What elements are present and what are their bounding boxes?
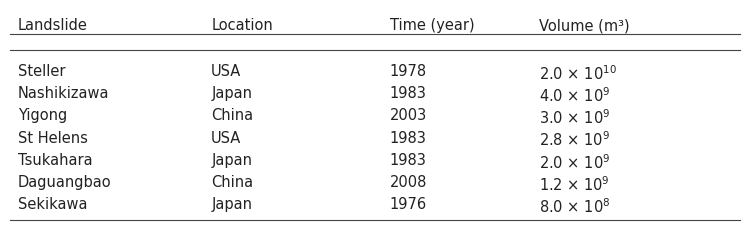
Text: 1983: 1983 <box>390 152 427 167</box>
Text: Landslide: Landslide <box>18 18 88 33</box>
Text: Japan: Japan <box>211 152 252 167</box>
Text: 1.2 × 10$^{9}$: 1.2 × 10$^{9}$ <box>538 174 609 193</box>
Text: 8.0 × 10$^{8}$: 8.0 × 10$^{8}$ <box>538 197 610 215</box>
Text: 1983: 1983 <box>390 86 427 101</box>
Text: Japan: Japan <box>211 86 252 101</box>
Text: 2003: 2003 <box>390 108 427 123</box>
Text: 3.0 × 10$^{9}$: 3.0 × 10$^{9}$ <box>538 108 610 127</box>
Text: 1976: 1976 <box>390 197 427 212</box>
Text: Daguangbao: Daguangbao <box>18 174 111 189</box>
Text: USA: USA <box>211 64 242 79</box>
Text: 2.0 × 10$^{10}$: 2.0 × 10$^{10}$ <box>538 64 616 82</box>
Text: Japan: Japan <box>211 197 252 212</box>
Text: Tsukahara: Tsukahara <box>18 152 92 167</box>
Text: USA: USA <box>211 130 242 145</box>
Text: 1978: 1978 <box>390 64 427 79</box>
Text: 2.0 × 10$^{9}$: 2.0 × 10$^{9}$ <box>538 152 610 171</box>
Text: Volume (m³): Volume (m³) <box>538 18 629 33</box>
Text: 1983: 1983 <box>390 130 427 145</box>
Text: St Helens: St Helens <box>18 130 88 145</box>
Text: Steller: Steller <box>18 64 65 79</box>
Text: 2.8 × 10$^{9}$: 2.8 × 10$^{9}$ <box>538 130 610 149</box>
Text: 4.0 × 10$^{9}$: 4.0 × 10$^{9}$ <box>538 86 610 104</box>
Text: Location: Location <box>211 18 273 33</box>
Text: China: China <box>211 174 254 189</box>
Text: Nashikizawa: Nashikizawa <box>18 86 110 101</box>
Text: 2008: 2008 <box>390 174 427 189</box>
Text: Time (year): Time (year) <box>390 18 475 33</box>
Text: China: China <box>211 108 254 123</box>
Text: Sekikawa: Sekikawa <box>18 197 87 212</box>
Text: Yigong: Yigong <box>18 108 67 123</box>
